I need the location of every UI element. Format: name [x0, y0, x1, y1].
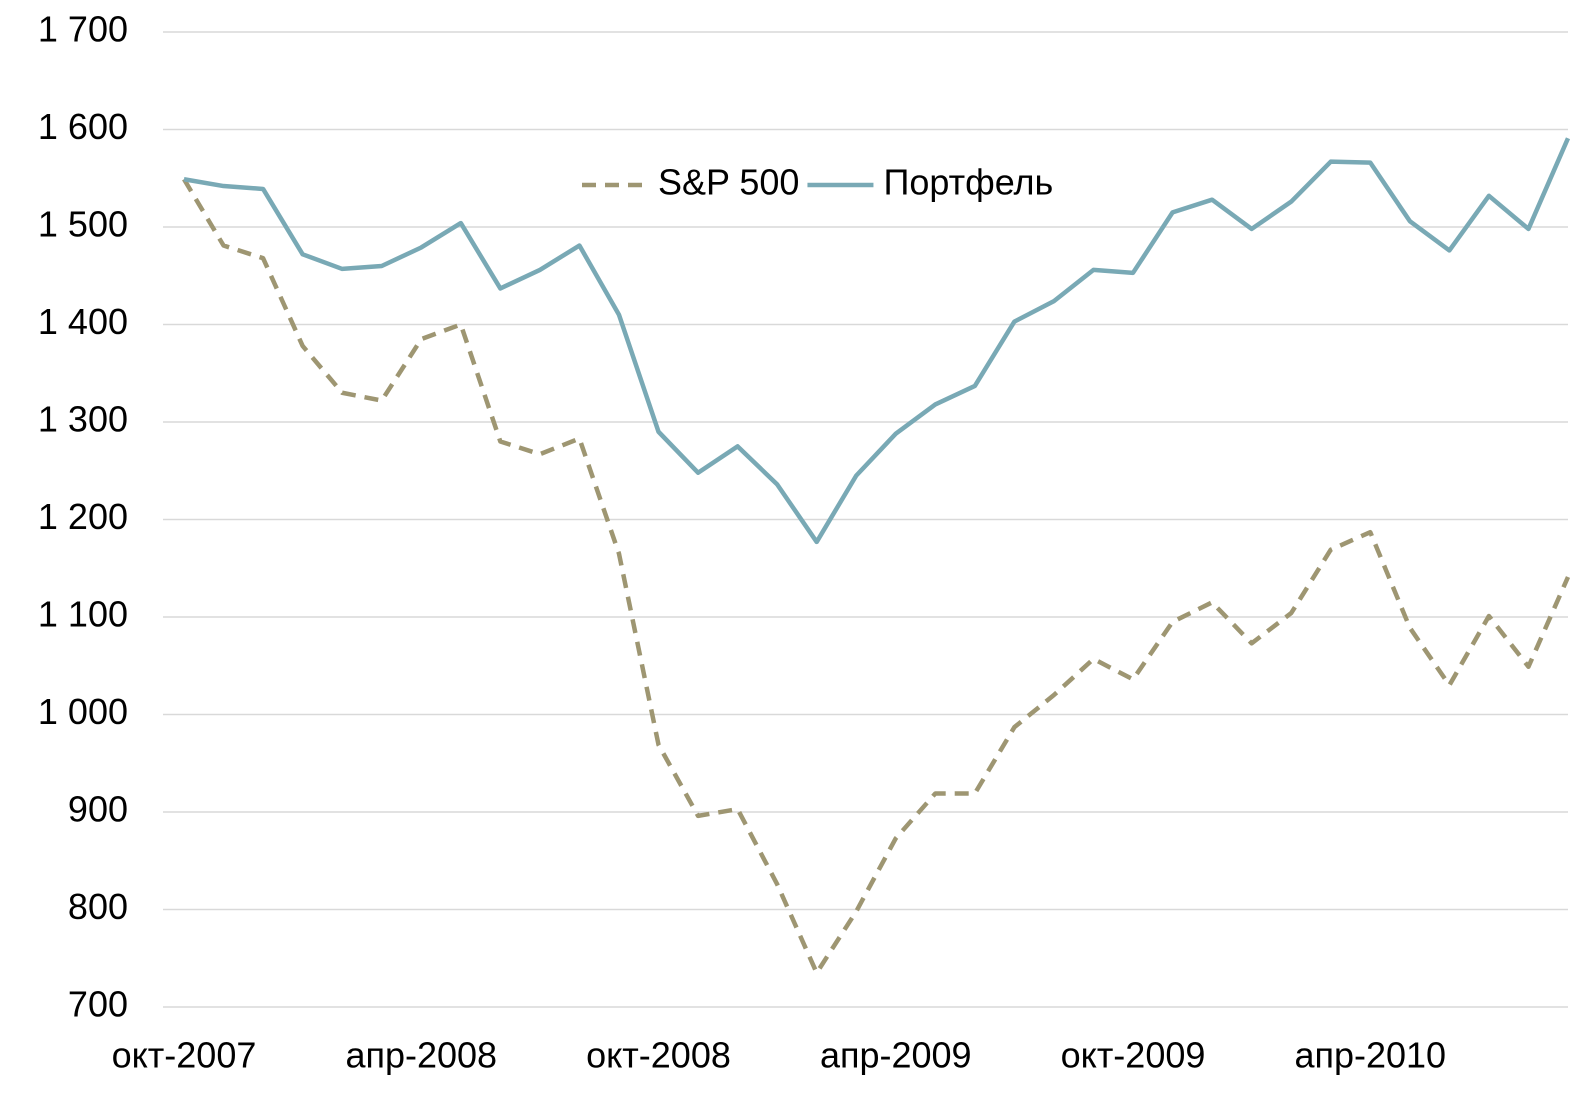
- line-series: [183, 137, 1571, 545]
- line-series: [182, 178, 1571, 976]
- y-tick-label: 700: [68, 984, 128, 1025]
- x-tick-label: окт-2009: [1061, 1035, 1206, 1076]
- y-tick-label: 1 000: [38, 691, 128, 732]
- x-tick-label: апр-2010: [1294, 1035, 1446, 1076]
- y-tick-label: 1 400: [38, 301, 128, 342]
- y-tick-label: 1 200: [38, 496, 128, 537]
- y-tick-label: 900: [68, 789, 128, 830]
- y-tick-label: 800: [68, 886, 128, 927]
- x-tick-label: окт-2008: [586, 1035, 731, 1076]
- y-tick-label: 1 700: [38, 9, 128, 50]
- x-tick-label: апр-2009: [820, 1035, 972, 1076]
- legend-label: S&P 500: [658, 162, 799, 203]
- y-tick-label: 1 100: [38, 594, 128, 635]
- legend-label: Портфель: [883, 162, 1053, 203]
- y-tick-label: 1 500: [38, 204, 128, 245]
- x-tick-label: апр-2008: [345, 1035, 497, 1076]
- y-tick-label: 1 300: [38, 399, 128, 440]
- x-tick-label: окт-2007: [112, 1035, 257, 1076]
- y-tick-label: 1 600: [38, 106, 128, 147]
